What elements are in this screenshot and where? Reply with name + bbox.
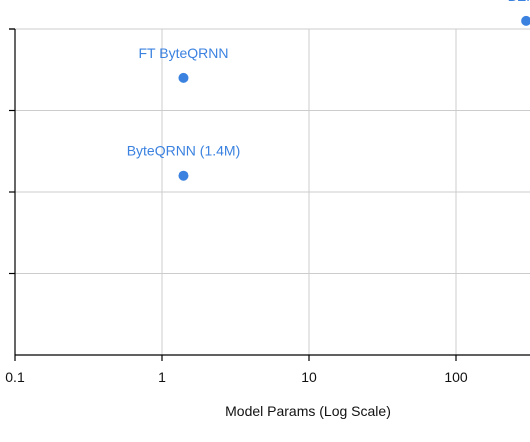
x-tick-label: 0.1 [5, 369, 25, 385]
data-point [178, 72, 189, 83]
data-point [178, 170, 189, 181]
x-tick-label: 10 [301, 369, 317, 385]
data-label: ByteQRNN (1.4M) [127, 143, 241, 159]
data-points: FT ByteQRNN ByteQRNN (1.4M) BERT [127, 0, 530, 181]
ticks: 0.1 1 10 100 [5, 28, 468, 385]
data-point [521, 15, 530, 26]
data-label: FT ByteQRNN [138, 45, 228, 61]
x-tick-label: 100 [444, 369, 468, 385]
x-axis-title: Model Params (Log Scale) [225, 403, 391, 419]
x-tick-label: 1 [158, 369, 166, 385]
grid-lines [15, 28, 530, 355]
data-label: BERT [508, 0, 530, 4]
